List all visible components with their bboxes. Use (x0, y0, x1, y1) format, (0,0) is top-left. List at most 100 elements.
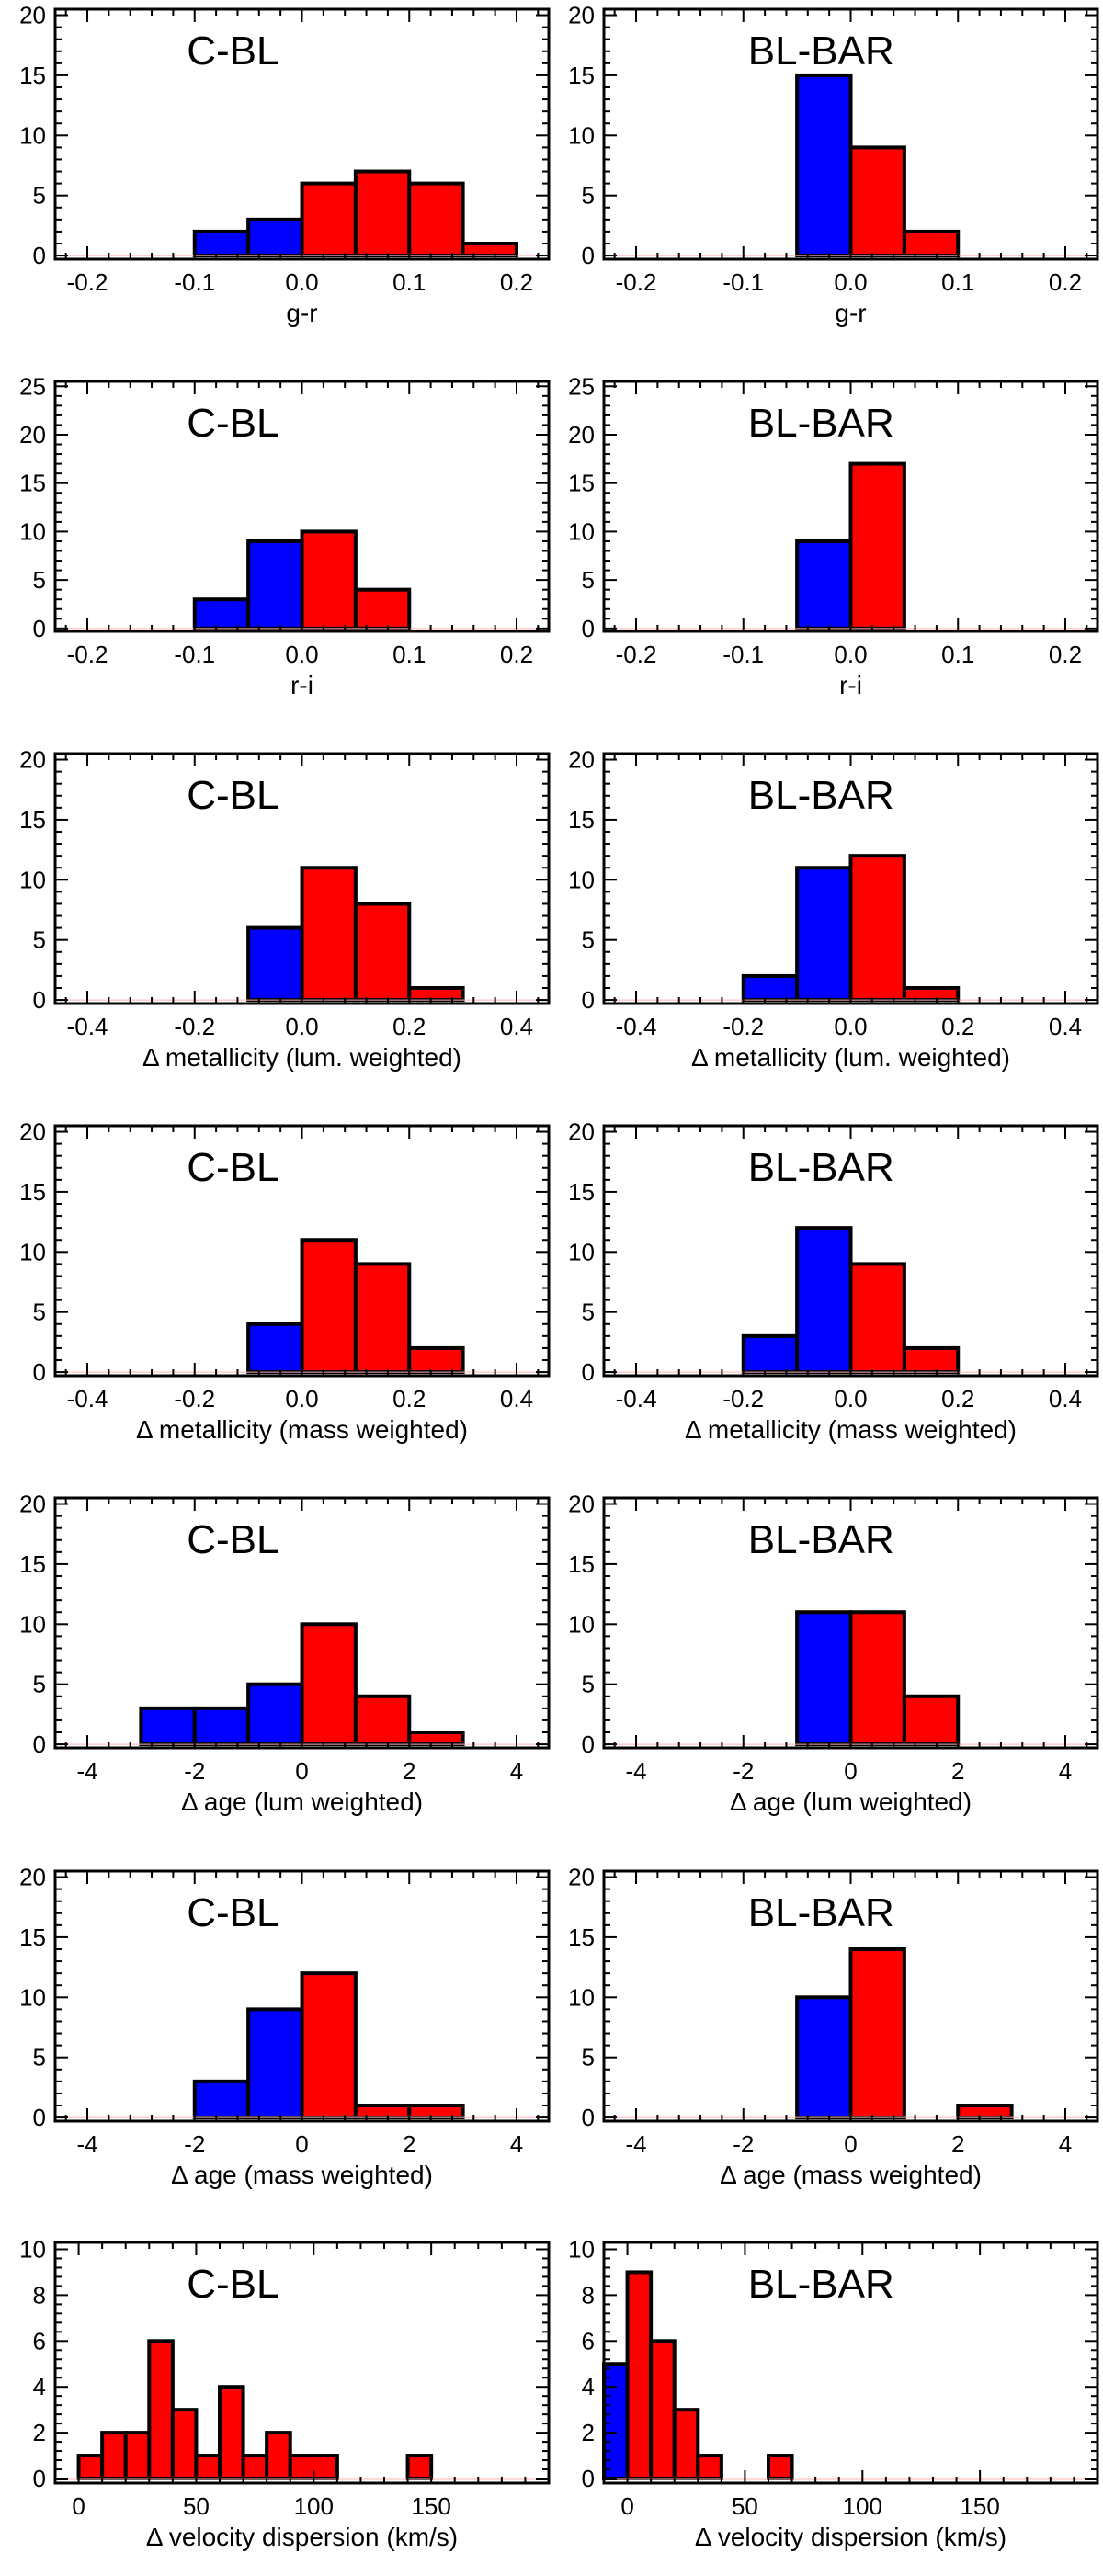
y-tick-label: 10 (19, 1610, 46, 1638)
x-axis-label: Δ metallicity (lum. weighted) (142, 1043, 461, 1072)
histogram-bar-negative (246, 925, 304, 1003)
x-tick-label: 0.0 (834, 268, 867, 296)
y-tick-label: 15 (568, 1923, 595, 1951)
histogram-bar-positive (353, 169, 412, 258)
histogram-bar-positive (265, 2431, 292, 2481)
axes-frame (602, 2241, 1099, 2485)
x-tick-label: 0.4 (500, 1385, 533, 1413)
histogram-bar-positive (956, 2104, 1014, 2120)
histogram-panel-2: -0.2 -0.1 0.0 0.1 0.2 0 5 10 15 20 g-r BL-BAR (568, 2, 1099, 327)
x-tick-label: 0.4 (500, 1013, 533, 1040)
x-tick-label: -4 (76, 1757, 97, 1785)
y-tick-label: 0 (582, 242, 595, 269)
histogram-bar-negative (246, 1682, 304, 1747)
x-axis-label: Δ velocity dispersion (km/s) (695, 2523, 1006, 2551)
histogram-panel-12: -4 -2 0 2 4 0 5 10 15 20 Δ age (mass weighted) BL-B… (568, 1864, 1099, 2189)
histogram-bar-positive (461, 242, 518, 258)
x-tick-label: -0.1 (174, 268, 215, 296)
y-tick-label: 20 (19, 746, 46, 774)
histogram-bar-negative (795, 539, 853, 630)
y-tick-label: 6 (582, 2327, 595, 2355)
panel-title: C-BL (187, 401, 279, 446)
y-tick-label: 0 (582, 2465, 595, 2492)
y-tick-label: 5 (33, 2044, 46, 2071)
x-tick-label: 4 (510, 1757, 523, 1785)
y-tick-label: 10 (568, 517, 595, 545)
histogram-panel-4: -0.2 -0.1 0.0 0.1 0.2 0 5 10 15 20 25 r-i BL-BAR (568, 372, 1099, 699)
x-tick-label: 0 (295, 1757, 308, 1785)
y-tick-label: 20 (19, 2, 46, 29)
y-tick-label: 10 (568, 1238, 595, 1265)
y-tick-label: 20 (19, 421, 46, 448)
y-tick-label: 5 (582, 2044, 595, 2071)
y-tick-label: 5 (582, 926, 595, 954)
y-tick-label: 0 (33, 986, 46, 1014)
histogram-bar-positive (405, 2454, 434, 2481)
x-tick-label: 0 (295, 2130, 308, 2158)
x-tick-label: 2 (403, 2130, 415, 2158)
y-tick-label: 0 (33, 2465, 46, 2492)
histogram-bar-negative (795, 1226, 853, 1375)
histogram-bar-positive (123, 2431, 152, 2481)
panel-title: BL-BAR (748, 28, 894, 74)
x-tick-label: 0.1 (392, 268, 426, 296)
x-axis-label: Δ age (lum weighted) (730, 1787, 972, 1816)
y-tick-label: 10 (19, 2235, 46, 2263)
x-tick-label: 100 (294, 2492, 334, 2520)
x-tick-label: 4 (1059, 2130, 1072, 2158)
x-tick-label: -0.1 (722, 641, 764, 668)
x-tick-label: 0 (72, 2492, 85, 2520)
y-tick-label: 0 (33, 615, 46, 642)
x-tick-label: -4 (625, 1757, 646, 1785)
x-tick-label: -0.2 (722, 1385, 764, 1413)
x-tick-label: 0.0 (285, 1385, 318, 1413)
histogram-bar-positive (300, 866, 358, 1003)
x-axis-label: r-i (290, 671, 313, 699)
y-tick-label: 20 (568, 2, 595, 29)
panel-title: BL-BAR (748, 401, 894, 446)
x-tick-label: 0.4 (1049, 1385, 1082, 1413)
x-tick-label: 0.2 (500, 268, 533, 296)
histogram-bar-positive (407, 1731, 465, 1747)
x-tick-label: -0.1 (722, 268, 764, 296)
histogram-bar-positive (902, 986, 961, 1003)
histogram-bar-positive (848, 461, 906, 630)
histogram-bar-positive (100, 2431, 128, 2481)
histogram-bar-positive (300, 181, 358, 258)
histogram-bar-negative (139, 1706, 197, 1747)
y-tick-label: 20 (568, 1118, 595, 1146)
x-axis-label: Δ age (mass weighted) (171, 2161, 433, 2189)
x-tick-label: 50 (732, 2492, 758, 2520)
histogram-bar-positive (300, 1971, 358, 2120)
x-tick-label: 4 (1059, 1757, 1072, 1785)
panel-title: BL-BAR (748, 1890, 894, 1935)
y-tick-label: 5 (582, 1299, 595, 1326)
x-tick-label: -2 (184, 1757, 205, 1785)
histogram-bar-positive (353, 587, 412, 630)
y-tick-label: 25 (568, 372, 595, 400)
histogram-bar-positive (407, 2104, 465, 2120)
histogram-bar-positive (300, 1238, 358, 1375)
histogram-panel-1: -0.2 -0.1 0.0 0.1 0.2 0 5 10 15 20 g-r C-BL (19, 2, 551, 327)
x-tick-label: 0.2 (392, 1385, 426, 1413)
x-tick-label: 150 (960, 2492, 999, 2520)
y-tick-label: 20 (19, 1864, 46, 1891)
x-axis-label: Δ velocity dispersion (km/s) (146, 2523, 458, 2551)
y-tick-label: 15 (568, 62, 595, 89)
x-tick-label: -2 (733, 2130, 754, 2158)
y-tick-label: 15 (19, 1550, 46, 1578)
histogram-bar-negative (246, 217, 304, 258)
panel-title: C-BL (187, 28, 279, 74)
y-tick-label: 5 (582, 182, 595, 210)
y-tick-label: 4 (582, 2373, 595, 2400)
y-tick-label: 10 (568, 866, 595, 893)
x-tick-label: -0.4 (616, 1013, 657, 1040)
y-tick-label: 15 (19, 1923, 46, 1951)
x-axis-label: Δ age (lum weighted) (181, 1787, 423, 1816)
x-tick-label: 2 (403, 1757, 415, 1785)
histogram-bar-positive (353, 2104, 412, 2120)
histogram-bar-positive (300, 1622, 358, 1747)
histogram-bar-negative (246, 1322, 304, 1375)
x-tick-label: -0.2 (67, 641, 108, 668)
